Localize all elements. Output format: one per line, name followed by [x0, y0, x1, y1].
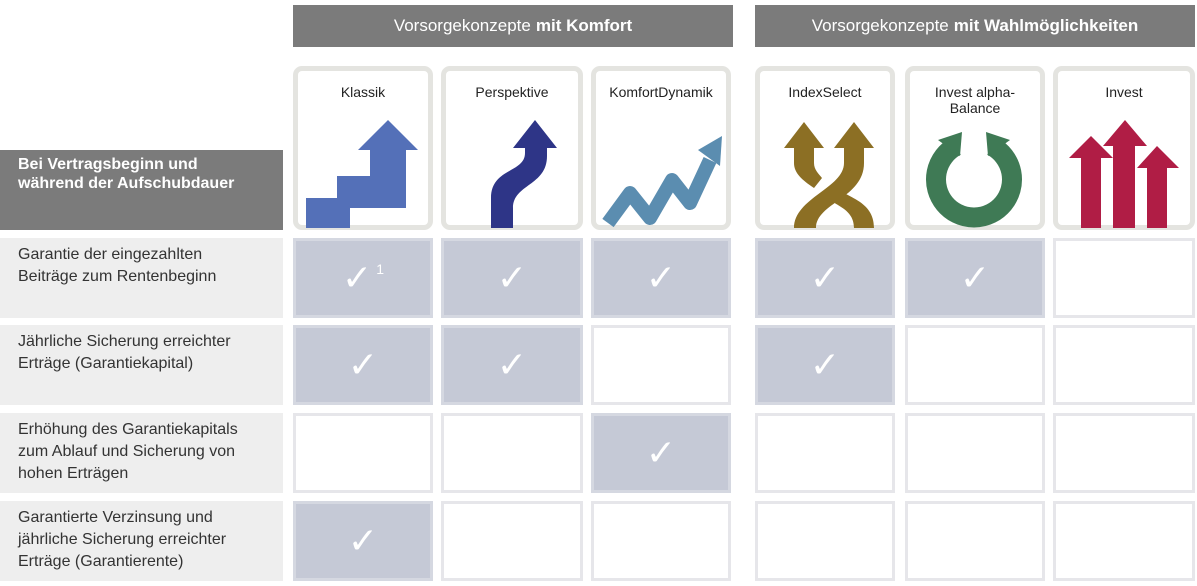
- group-prefix: Vorsorgekonzepte: [393, 16, 531, 35]
- feature-cell: ✓: [591, 238, 731, 318]
- feature-cell: [1053, 238, 1195, 318]
- feature-label: Jährliche Sicherung erreichter Erträge (…: [0, 325, 283, 405]
- product-name: Invest alpha-Balance: [934, 84, 1016, 116]
- stairs-arrow-icon: [306, 120, 418, 228]
- feature-cell: ✓: [441, 325, 583, 405]
- zigzag-arrow-icon: [602, 136, 722, 228]
- feature-cell: [905, 501, 1045, 581]
- feature-label: Garantierte Verzinsung und jährliche Sic…: [0, 501, 283, 581]
- column-header-label: Bei Vertragsbeginn und während der Aufsc…: [0, 150, 283, 230]
- product-name: KomfortDynamik: [609, 84, 713, 100]
- product-name: Klassik: [340, 84, 386, 100]
- product-name: Perspektive: [475, 84, 549, 100]
- checkmark-icon: ✓: [496, 257, 528, 299]
- feature-cell: ✓: [905, 238, 1045, 318]
- group-header-wahl: Vorsorgekonzepte mit Wahlmöglichkeiten: [755, 5, 1195, 47]
- feature-cell: [441, 501, 583, 581]
- feature-cell: [755, 501, 895, 581]
- feature-cell: ✓: [441, 238, 583, 318]
- footnote-marker: 1: [376, 261, 384, 277]
- product-card-1: Perspektive: [441, 66, 583, 230]
- checkmark-icon: ✓: [496, 344, 528, 386]
- checkmark-icon: ✓: [342, 257, 373, 299]
- group-prefix: Vorsorgekonzepte: [811, 16, 949, 35]
- circular-arrow-icon: [926, 132, 1022, 228]
- feature-cell: [905, 325, 1045, 405]
- product-card-5: Invest: [1053, 66, 1195, 230]
- feature-label: Garantie der eingezahlten Beiträge zum R…: [0, 238, 283, 318]
- group-bold: mit Wahlmöglichkeiten: [953, 16, 1139, 35]
- feature-cell: ✓: [293, 501, 433, 581]
- feature-cell: [1053, 413, 1195, 493]
- group-header-komfort: Vorsorgekonzepte mit Komfort: [293, 5, 733, 47]
- feature-cell: [905, 413, 1045, 493]
- product-name: Invest: [1105, 84, 1143, 100]
- feature-cell: [1053, 501, 1195, 581]
- checkmark-icon: ✓: [809, 257, 841, 299]
- feature-cell: [441, 413, 583, 493]
- feature-cell: ✓: [755, 325, 895, 405]
- product-card-3: IndexSelect: [755, 66, 895, 230]
- crossing-arrows-icon: [784, 122, 874, 228]
- product-card-4: Invest alpha-Balance: [905, 66, 1045, 230]
- feature-cell: [591, 325, 731, 405]
- feature-cell: ✓: [755, 238, 895, 318]
- checkmark-icon: ✓: [347, 344, 379, 386]
- checkmark-icon: ✓: [809, 344, 841, 386]
- group-bold: mit Komfort: [535, 16, 633, 35]
- product-name: IndexSelect: [788, 84, 862, 100]
- feature-label: Erhöhung des Garantiekapitals zum Ablauf…: [0, 413, 283, 493]
- feature-cell: [293, 413, 433, 493]
- checkmark-icon: ✓: [645, 257, 677, 299]
- product-card-0: Klassik: [293, 66, 433, 230]
- checkmark-icon: ✓: [959, 257, 991, 299]
- feature-cell: [1053, 325, 1195, 405]
- three-arrows-icon: [1069, 120, 1179, 228]
- feature-cell: ✓ 1: [293, 238, 433, 318]
- checkmark-icon: ✓: [645, 432, 677, 474]
- checkmark-icon: ✓: [347, 520, 379, 562]
- feature-cell: ✓: [591, 413, 731, 493]
- feature-cell: [591, 501, 731, 581]
- product-card-2: KomfortDynamik: [591, 66, 731, 230]
- feature-cell: ✓: [293, 325, 433, 405]
- curved-arrow-icon: [491, 120, 557, 228]
- feature-cell: [755, 413, 895, 493]
